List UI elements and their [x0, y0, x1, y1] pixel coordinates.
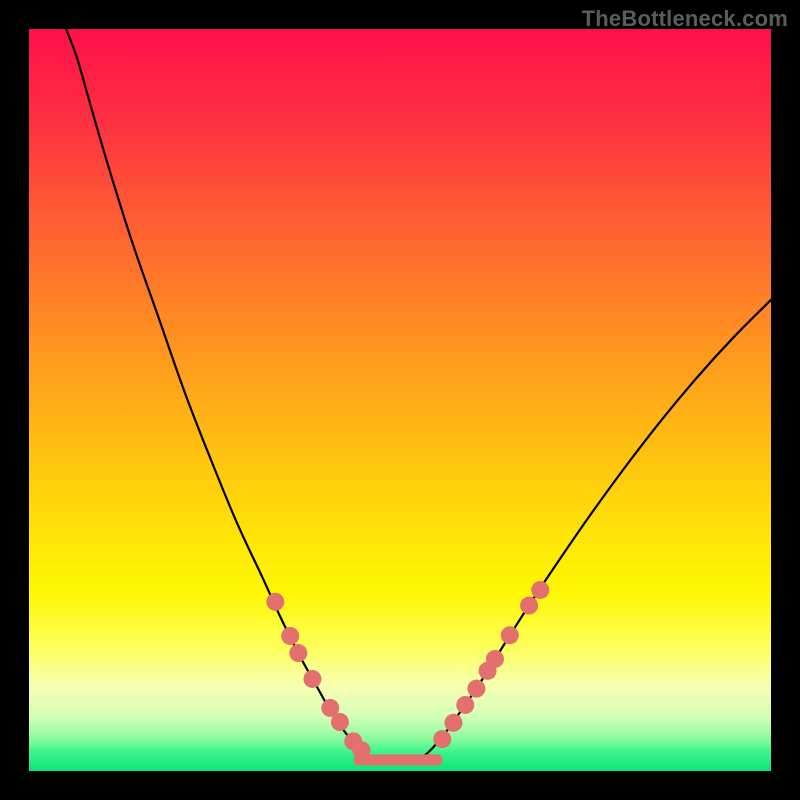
gradient-panel [29, 29, 771, 771]
data-marker [486, 650, 504, 668]
data-marker [501, 626, 519, 644]
data-marker [433, 730, 451, 748]
data-marker [467, 680, 485, 698]
data-marker [289, 644, 307, 662]
data-marker [444, 714, 462, 732]
data-marker [331, 713, 349, 731]
data-marker [303, 670, 321, 688]
data-marker [520, 597, 538, 615]
data-marker [266, 593, 284, 611]
data-marker [352, 741, 370, 759]
data-marker [281, 627, 299, 645]
watermark-text: TheBottleneck.com [582, 6, 788, 32]
chart-svg [0, 0, 800, 800]
data-marker [456, 696, 474, 714]
data-marker [531, 581, 549, 599]
chart-container: TheBottleneck.com [0, 0, 800, 800]
